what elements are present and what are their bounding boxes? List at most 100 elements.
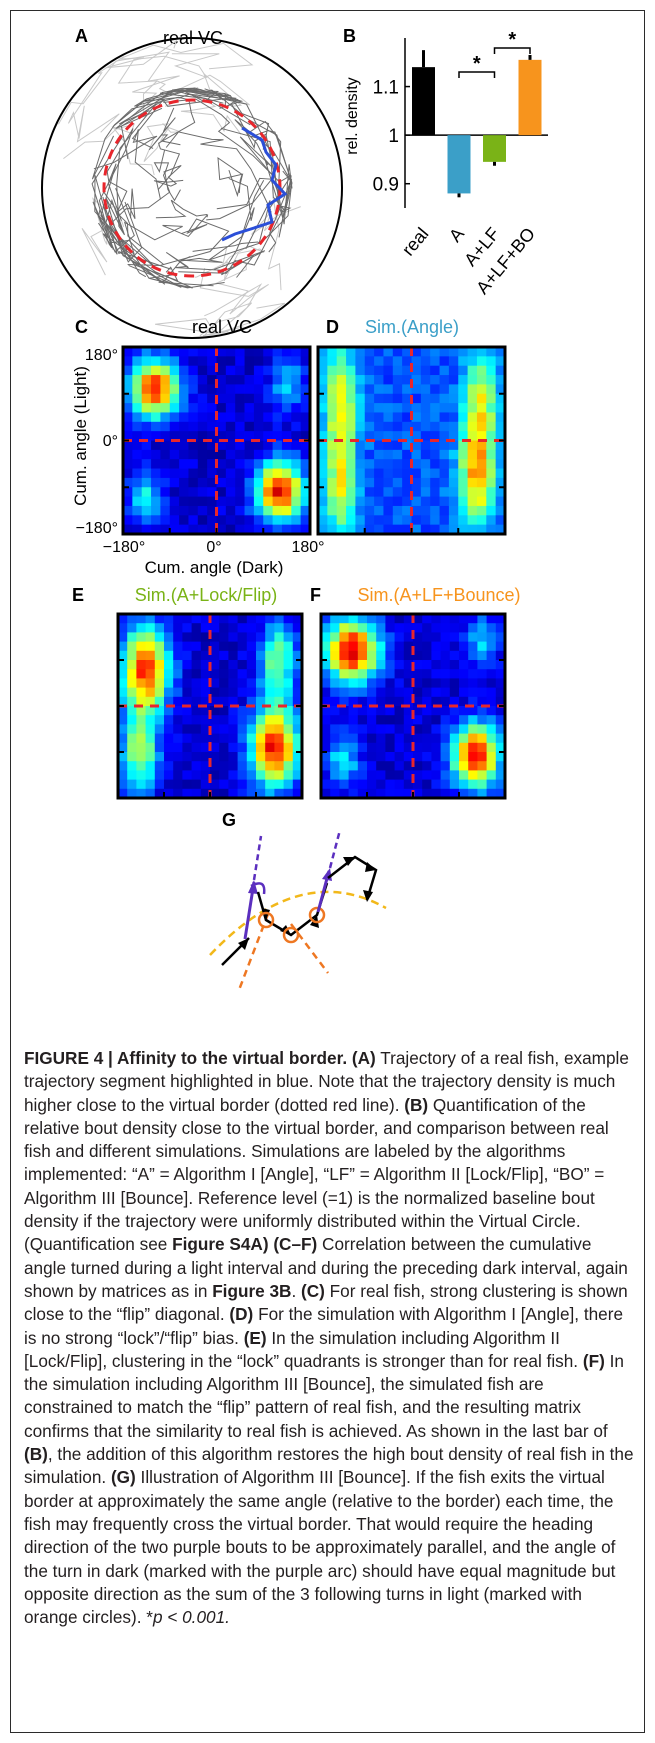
heat-cell: [182, 770, 192, 780]
heat-cell: [486, 440, 497, 451]
heat-cell: [169, 421, 180, 432]
heat-cell: [256, 724, 266, 734]
heat-cell: [440, 724, 451, 734]
heat-cell: [263, 431, 273, 441]
heat-cell: [160, 356, 171, 367]
heat-cell: [486, 779, 497, 790]
heat-cell: [160, 449, 171, 460]
heat-cell: [256, 715, 266, 725]
heat-cell: [459, 724, 469, 734]
heat-cell: [477, 715, 487, 725]
heat-cell: [367, 752, 377, 762]
heat-cell: [394, 788, 405, 799]
heat-cell: [228, 788, 238, 799]
heat-cell: [477, 623, 487, 633]
heat-cell: [327, 356, 338, 367]
heat-cell: [179, 505, 189, 516]
heat-cell: [330, 770, 340, 780]
heat-cell: [219, 669, 229, 679]
heat-cell: [283, 678, 294, 688]
heat-cell: [291, 459, 302, 469]
heat-cell: [244, 412, 255, 423]
heat-cell: [160, 477, 171, 488]
heat-cell: [402, 347, 412, 357]
heat-cell: [449, 678, 460, 688]
heat-cell: [132, 375, 143, 385]
heat-cell: [348, 641, 359, 652]
heat-cell: [274, 678, 284, 688]
heat-cell: [403, 669, 414, 679]
heat-cell: [357, 788, 368, 799]
heat-cell: [151, 365, 161, 376]
caption-c-text: For real fish, strong clustering is show…: [24, 1280, 628, 1325]
heat-cell: [339, 641, 349, 652]
heat-cell: [439, 468, 450, 479]
heat-cell: [321, 742, 331, 753]
heat-cell: [164, 687, 174, 698]
heat-cell: [318, 431, 328, 441]
heat-cell: [191, 761, 202, 771]
heat-cell: [476, 375, 487, 385]
heat-cell: [467, 412, 478, 423]
heat-cell: [160, 505, 171, 516]
heat-cell: [431, 788, 441, 799]
heat-cell: [154, 715, 165, 725]
heat-cell: [449, 632, 460, 642]
dense-trajectory-line: [98, 208, 179, 282]
heat-cell: [449, 761, 460, 771]
heat-cell: [422, 614, 432, 624]
heat-cell: [411, 440, 422, 451]
heat-cell: [246, 669, 257, 679]
bounce-orange-circle-3: [308, 906, 326, 924]
heat-cell: [477, 761, 487, 771]
heat-cell: [300, 459, 311, 469]
panel-g-letter: G: [222, 810, 236, 830]
heat-cell: [160, 403, 171, 413]
heat-cell: [272, 468, 283, 479]
heat-cell: [459, 623, 469, 633]
heat-cell: [440, 660, 451, 670]
heat-cell: [265, 742, 275, 753]
caption-ref-s4a[interactable]: Figure S4A: [172, 1234, 263, 1255]
heat-cell: [281, 515, 292, 526]
heat-cell: [216, 468, 227, 479]
heat-cell: [330, 678, 340, 688]
heat-cell: [383, 347, 394, 357]
heat-cell: [431, 733, 441, 744]
heat-cell: [127, 788, 137, 799]
heat-cell: [495, 650, 506, 661]
heat-cell: [291, 487, 302, 497]
heat-cell: [141, 496, 152, 507]
heat-cell: [477, 669, 487, 679]
heat-cell: [253, 468, 264, 479]
heat-cell: [154, 669, 165, 679]
heat-cell: [197, 356, 208, 367]
heat-cell: [486, 468, 497, 479]
heat-cell: [467, 403, 478, 413]
heat-cell: [413, 706, 423, 716]
heat-cell: [367, 669, 377, 679]
heat-cell: [318, 347, 328, 357]
heat-cell: [495, 487, 506, 497]
heat-cell: [272, 431, 283, 441]
heat-cell: [411, 393, 422, 404]
figure-caption: FIGURE 4 | Affinity to the virtual borde…: [24, 1048, 634, 1628]
caption-ref-3b[interactable]: Figure 3B: [212, 1280, 292, 1301]
heat-cell: [327, 403, 338, 413]
heat-cell: [228, 724, 238, 734]
heat-cell: [145, 660, 156, 670]
heat-cell: [477, 788, 487, 799]
heat-cell: [495, 403, 506, 413]
b-ytick-label: 0.9: [373, 175, 399, 196]
heat-cell: [228, 623, 238, 633]
heat-cell: [291, 505, 302, 516]
heat-cell: [225, 524, 236, 535]
heat-cell: [392, 421, 403, 432]
heat-cell: [179, 375, 189, 385]
heat-cell: [448, 412, 459, 423]
heat-cell: [449, 752, 460, 762]
heat-cell: [346, 375, 356, 385]
heat-cell: [383, 468, 394, 479]
heat-cell: [439, 347, 450, 357]
heat-cell: [118, 650, 128, 661]
